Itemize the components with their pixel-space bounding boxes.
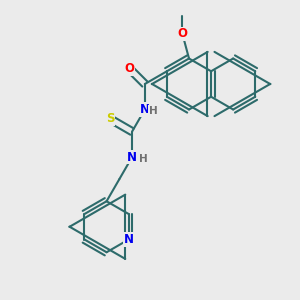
Text: O: O: [124, 62, 134, 75]
Text: N: N: [124, 233, 134, 246]
Text: H: H: [139, 154, 148, 164]
Text: N: N: [140, 103, 150, 116]
Text: O: O: [177, 27, 188, 40]
Text: N: N: [127, 151, 137, 164]
Text: H: H: [149, 106, 158, 116]
Text: S: S: [106, 112, 114, 125]
